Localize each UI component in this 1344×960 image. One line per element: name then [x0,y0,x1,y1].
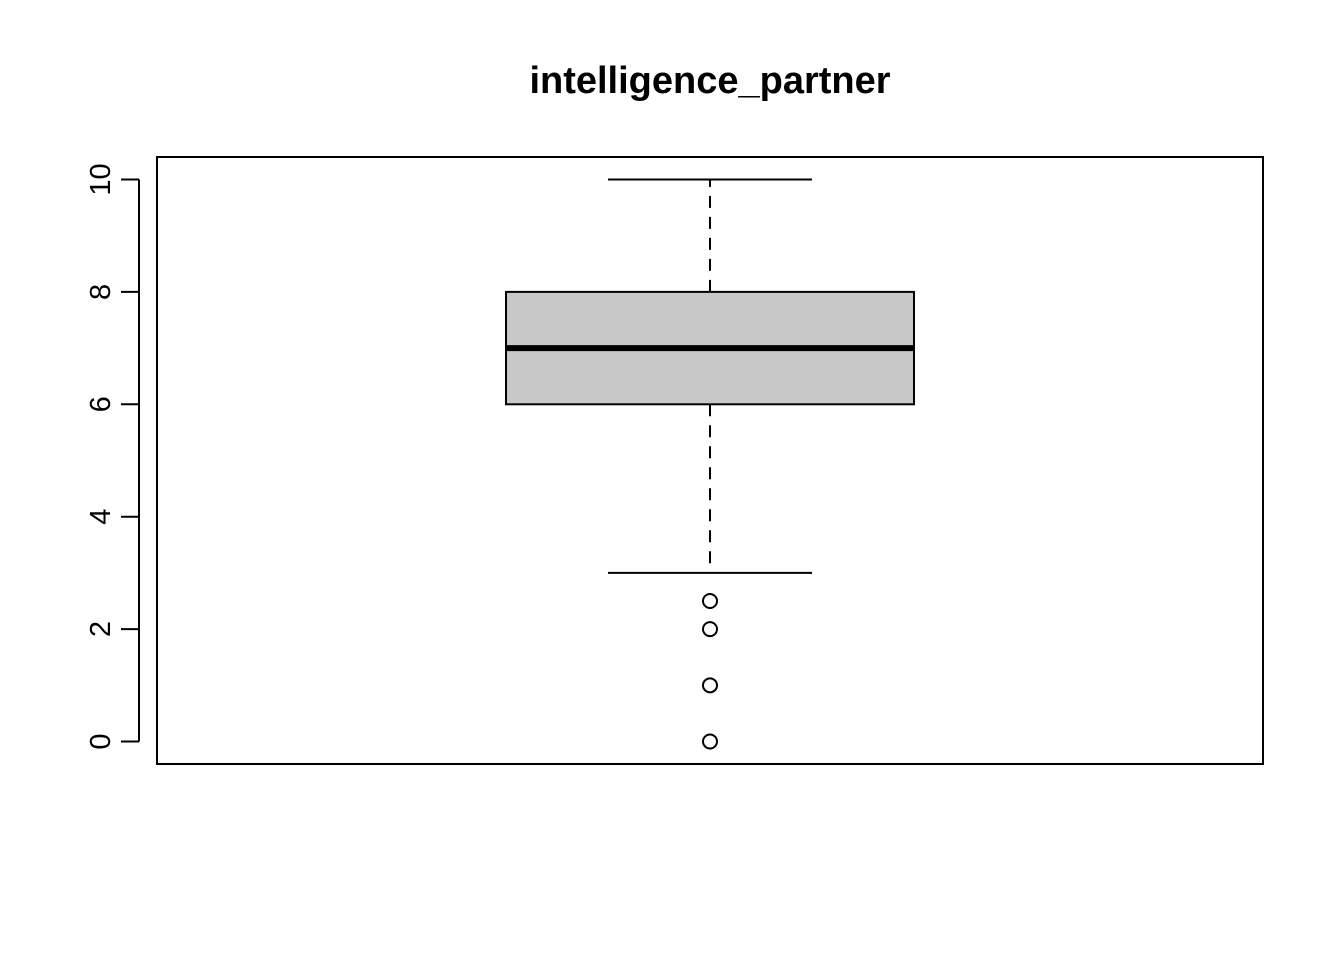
outlier-point-0 [702,593,718,610]
plot-frame [156,156,1264,765]
y-tick-label-8: 8 [85,284,117,300]
outlier-point-2 [702,677,718,694]
outlier-point-3 [702,733,718,750]
chart-title: intelligence_partner [529,60,890,102]
outlier-point-1 [702,621,718,638]
y-tick-label-6: 6 [85,396,117,412]
y-axis: 0 2 4 6 8 10 [85,163,140,750]
y-tick-label-4: 4 [85,509,117,525]
y-tick-label-10: 10 [85,163,117,195]
box-plot [505,178,915,574]
y-tick-label-0: 0 [85,733,117,749]
outlier-points [702,593,718,750]
y-tick-label-2: 2 [85,621,117,637]
